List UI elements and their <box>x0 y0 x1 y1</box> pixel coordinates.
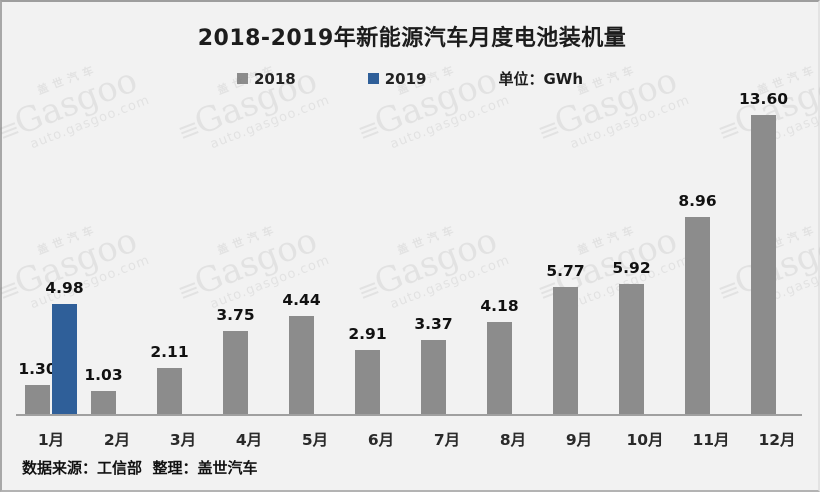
x-axis-label: 3月 <box>169 431 197 449</box>
legend-label-2019: 2019 <box>384 69 427 88</box>
x-axis-label: 12月 <box>758 431 796 449</box>
bar-2018-1月 <box>25 385 50 414</box>
value-label-2018-10月: 5.92 <box>612 259 651 277</box>
value-label-2018-11月: 8.96 <box>678 192 717 210</box>
x-axis-label: 10月 <box>626 431 664 449</box>
value-label-2018-2月: 1.03 <box>84 366 123 384</box>
x-axis-label: 8月 <box>499 431 527 449</box>
x-axis-label: 6月 <box>367 431 395 449</box>
bar-2018-9月 <box>553 287 578 414</box>
data-source-note: 数据来源：工信部 整理：盖世汽车 <box>22 459 258 477</box>
legend-item-2019: 2019 <box>367 69 427 88</box>
value-label-2018-5月: 4.44 <box>282 291 321 309</box>
legend-swatch-2018 <box>237 73 248 84</box>
value-label-2018-12月: 13.60 <box>738 90 789 108</box>
x-axis-label: 7月 <box>433 431 461 449</box>
x-axis-label: 2月 <box>103 431 131 449</box>
value-label-2018-9月: 5.77 <box>546 262 585 280</box>
chart-title: 2018-2019年新能源汽车月度电池装机量 <box>197 26 627 51</box>
bar-2018-4月 <box>223 331 248 414</box>
value-label-2018-1月: 1.30 <box>18 360 57 378</box>
legend-label-2018: 2018 <box>254 69 296 88</box>
bar-2018-6月 <box>355 350 380 414</box>
x-axis-line <box>16 414 802 416</box>
value-label-2018-7月: 3.37 <box>414 315 453 333</box>
legend: 2018 2019 单位：GWh <box>237 68 583 89</box>
x-axis-label: 9月 <box>565 431 593 449</box>
x-axis-label: 11月 <box>692 431 730 449</box>
legend-swatch-2019 <box>367 73 379 84</box>
value-label-2019-1月: 4.98 <box>45 279 84 297</box>
value-label-2018-3月: 2.11 <box>150 343 189 361</box>
bar-2018-5月 <box>289 316 314 414</box>
bar-2018-8月 <box>487 322 512 414</box>
bar-2018-11月 <box>685 217 710 414</box>
bar-2018-2月 <box>91 391 116 414</box>
x-axis-label: 4月 <box>235 431 263 449</box>
x-axis-label: 5月 <box>301 431 329 449</box>
bar-2018-12月 <box>751 115 776 414</box>
x-axis-label: 1月 <box>37 431 65 449</box>
value-label-2018-8月: 4.18 <box>480 297 519 315</box>
bar-2018-3月 <box>157 368 182 414</box>
value-label-2018-6月: 2.91 <box>348 325 387 343</box>
bar-2018-7月 <box>421 340 446 414</box>
bar-2019-1月 <box>52 304 77 414</box>
legend-item-2018: 2018 <box>237 70 296 88</box>
value-label-2018-4月: 3.75 <box>216 306 255 324</box>
unit-label: 单位：GWh <box>498 70 584 88</box>
bar-2018-10月 <box>619 284 644 414</box>
